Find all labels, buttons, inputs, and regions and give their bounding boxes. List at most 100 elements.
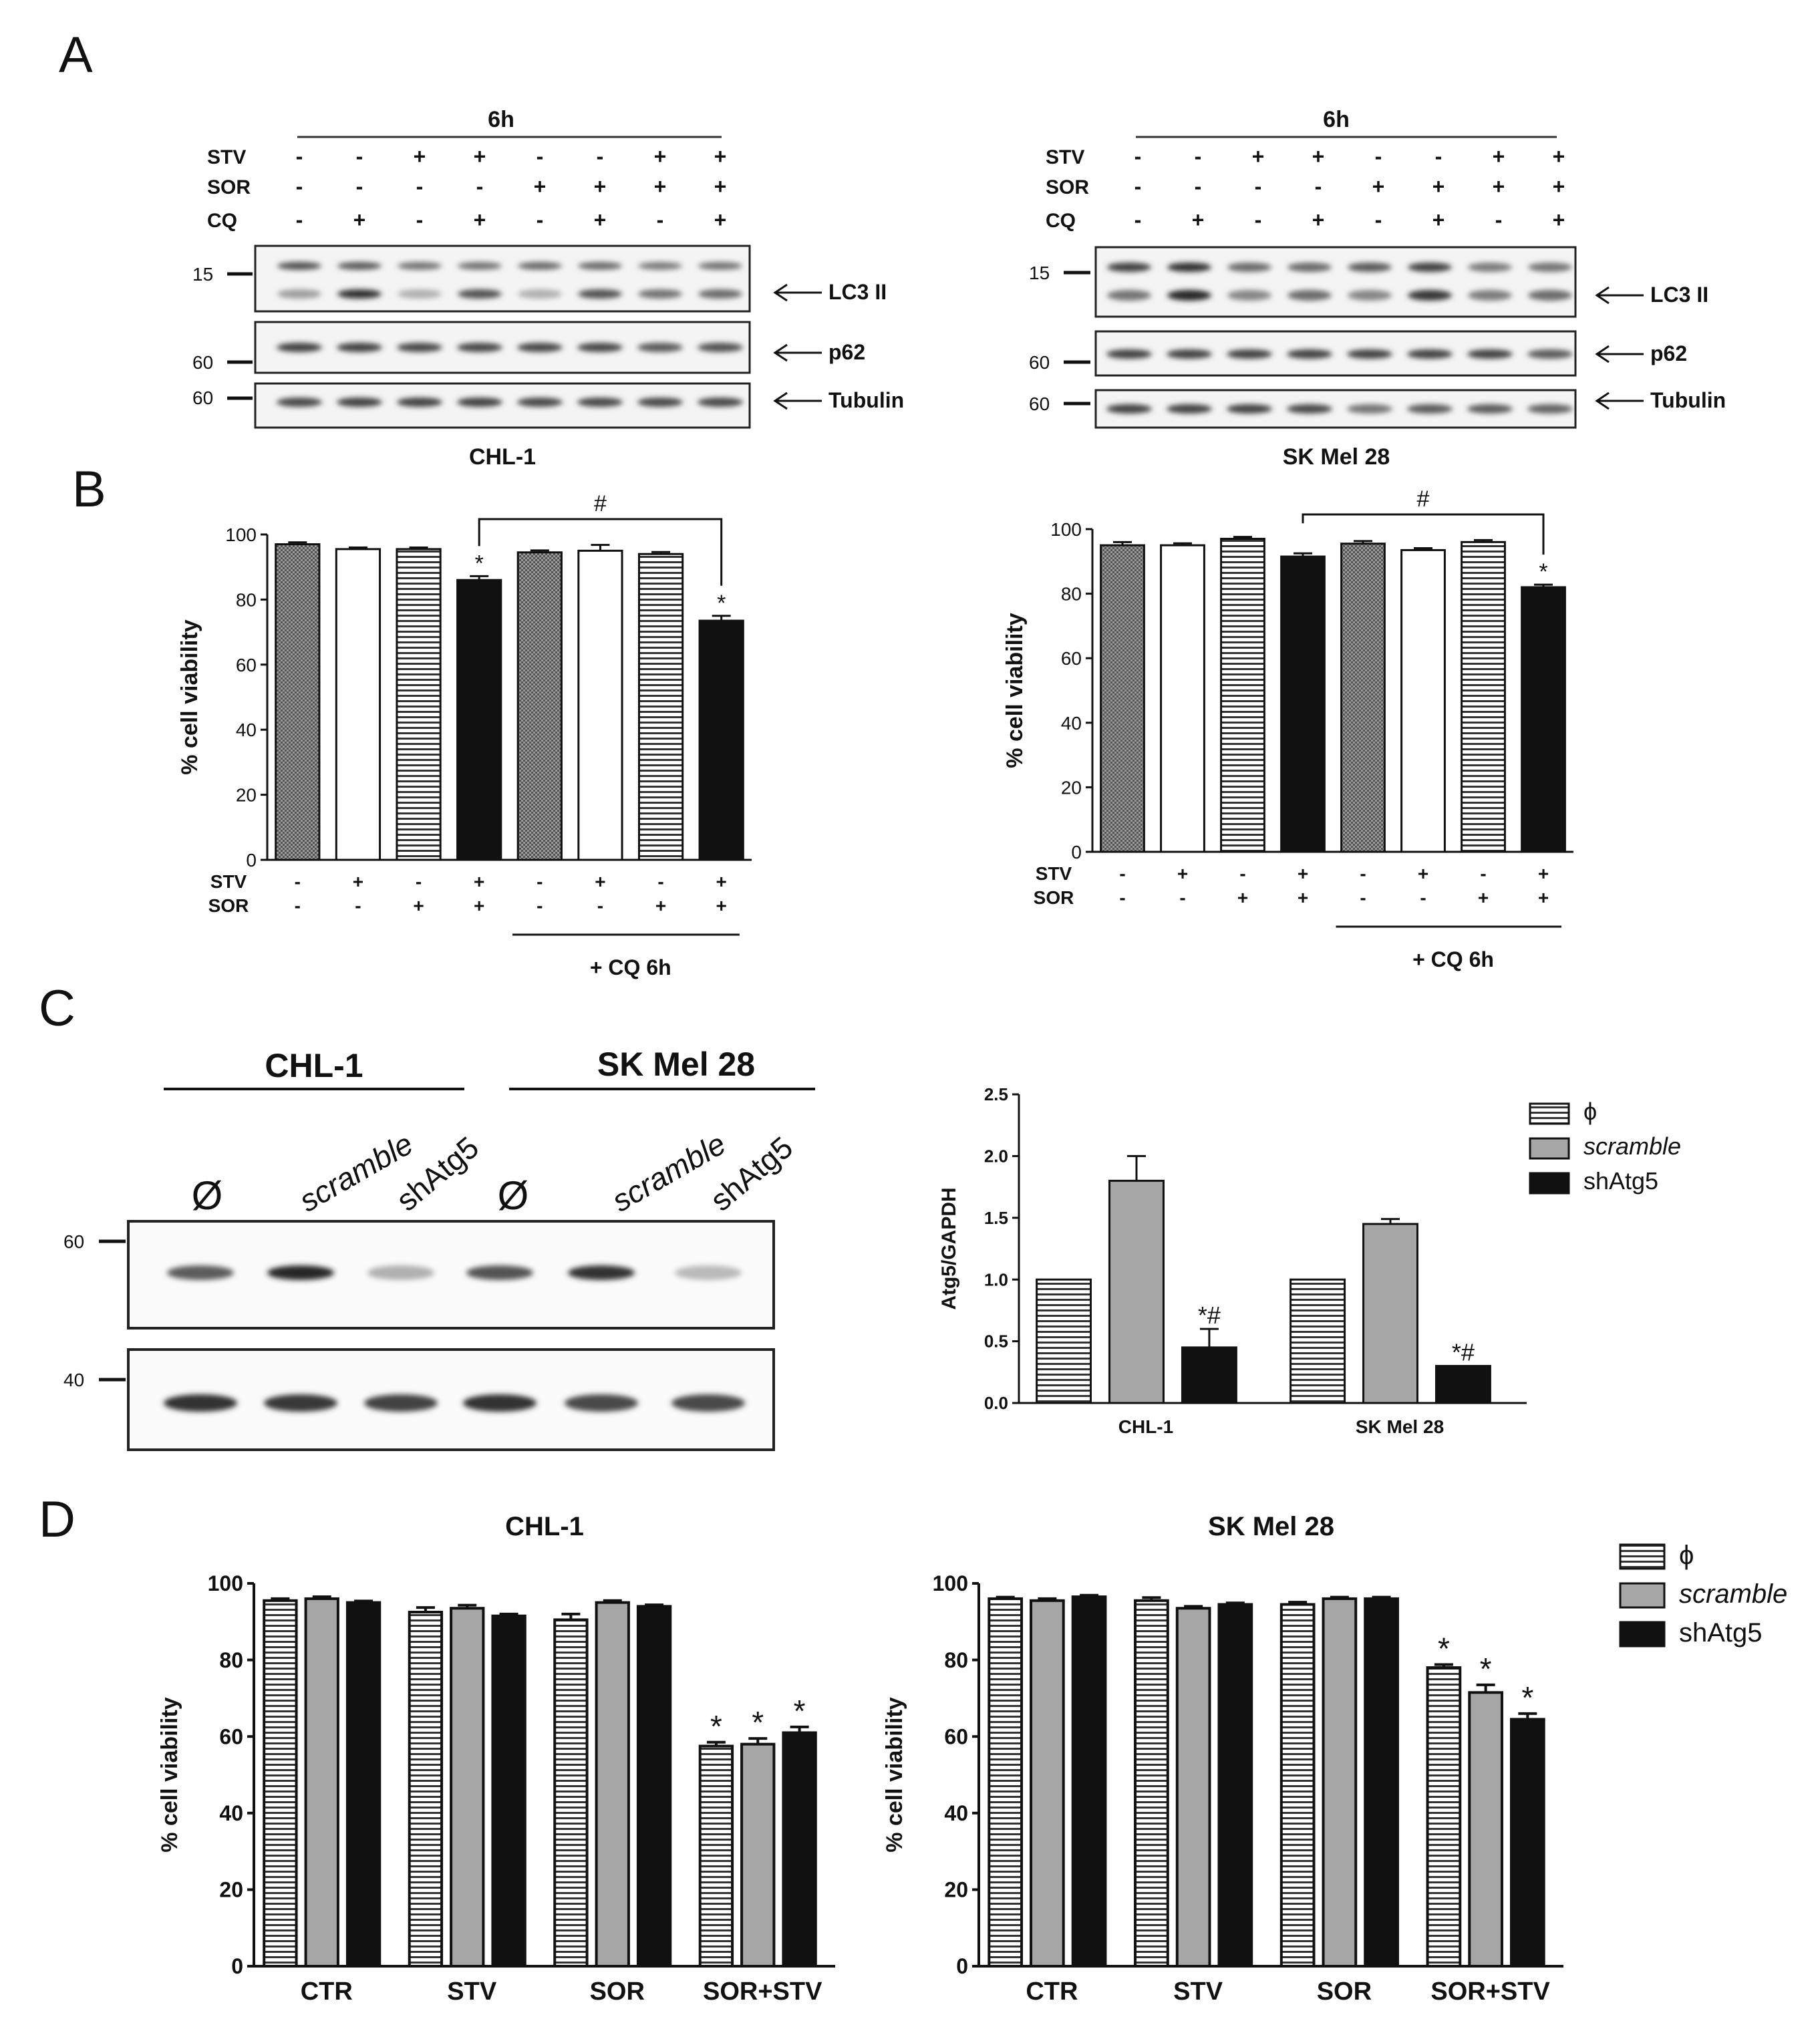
significance-star: * bbox=[794, 1694, 806, 1728]
sign-sor: + bbox=[1553, 174, 1565, 198]
band bbox=[1287, 349, 1332, 359]
y-tick-label: 0 bbox=[956, 1954, 968, 1978]
significance-star: * bbox=[475, 551, 484, 576]
x-tick-label: STV bbox=[1173, 1978, 1223, 2006]
blot-gapdh-membrane bbox=[127, 1348, 775, 1451]
band bbox=[518, 289, 562, 299]
band bbox=[1106, 404, 1152, 414]
bar bbox=[1108, 1179, 1165, 1404]
y-tick-label: 80 bbox=[944, 1648, 968, 1672]
bar bbox=[1521, 586, 1566, 853]
arrow-icon bbox=[1595, 392, 1644, 410]
blot-time-label: 6h bbox=[488, 107, 514, 132]
sign: - bbox=[295, 871, 301, 892]
sign-sor: + bbox=[654, 174, 667, 198]
row-label-cq: CQ bbox=[1046, 210, 1076, 232]
chart-c-atg5: 0.0 0.5 1.0 1.5 2.0 2.5 Atg5/GAPDH *# CHL-1 *# SK … bbox=[938, 1084, 1527, 1437]
significance-bracket bbox=[478, 518, 723, 586]
y-tick-label: 0 bbox=[1071, 842, 1082, 863]
sign-cq: + bbox=[1553, 208, 1565, 232]
sign: - bbox=[1360, 863, 1366, 884]
band bbox=[264, 1394, 337, 1412]
mw-marker-40: 40 bbox=[63, 1370, 84, 1390]
band bbox=[1227, 349, 1272, 359]
blot-atg5-membrane bbox=[127, 1220, 775, 1330]
arrow-icon bbox=[773, 283, 822, 302]
band bbox=[565, 1394, 638, 1412]
row-label-stv: STV bbox=[1036, 863, 1072, 884]
tubulin-bands bbox=[1106, 404, 1573, 414]
chart-title: SK Mel 28 bbox=[1208, 1512, 1334, 1541]
legend-label: ϕ bbox=[1583, 1098, 1597, 1125]
mw-marker-15: 15 bbox=[1029, 263, 1050, 283]
sign-cq: - bbox=[1255, 208, 1262, 232]
sign-sor: - bbox=[1255, 174, 1262, 198]
lc3-bands bbox=[277, 262, 742, 299]
row-label-sor: SOR bbox=[207, 176, 251, 198]
x-tick-label: CTR bbox=[301, 1978, 353, 2006]
band bbox=[1527, 349, 1573, 359]
bar bbox=[1400, 549, 1446, 853]
band bbox=[637, 343, 683, 352]
bar bbox=[1280, 555, 1326, 853]
sign: + bbox=[655, 895, 666, 916]
band bbox=[1287, 263, 1332, 272]
band bbox=[367, 1265, 434, 1280]
x-tick-label: CTR bbox=[1026, 1978, 1078, 2006]
significance-star: * bbox=[752, 1705, 764, 1740]
x-tick-label: SOR+STV bbox=[1430, 1978, 1550, 2006]
y-tick-label: 40 bbox=[236, 720, 257, 740]
band bbox=[698, 289, 742, 299]
bar bbox=[1036, 1278, 1092, 1404]
sign-cq: + bbox=[353, 208, 366, 232]
row-label-sor: SOR bbox=[1034, 887, 1074, 908]
band bbox=[568, 1265, 635, 1280]
sign-sor: + bbox=[714, 174, 727, 198]
bar bbox=[577, 549, 623, 861]
mw-marker-15: 15 bbox=[192, 264, 213, 285]
row-label-cq: CQ bbox=[207, 210, 237, 232]
bar bbox=[335, 548, 382, 861]
sign: + bbox=[1298, 863, 1308, 884]
band bbox=[1407, 404, 1453, 414]
y-tick-label: 100 bbox=[933, 1571, 968, 1595]
band bbox=[398, 289, 442, 299]
sign-stv: + bbox=[474, 144, 486, 168]
band bbox=[1347, 349, 1392, 359]
band bbox=[167, 1265, 234, 1280]
sign: - bbox=[537, 895, 543, 916]
bar bbox=[1468, 1691, 1503, 1968]
legend-c: ϕ scramble shAtg5 bbox=[1529, 1098, 1681, 1195]
p62-bands bbox=[1106, 349, 1573, 359]
sign: - bbox=[295, 895, 301, 916]
band bbox=[337, 343, 382, 352]
sign: - bbox=[537, 871, 543, 892]
legend-swatch bbox=[1619, 1543, 1666, 1570]
sign-cq: - bbox=[416, 208, 424, 232]
bar bbox=[1434, 1365, 1491, 1404]
bar bbox=[740, 1742, 776, 1968]
y-tick-label: 60 bbox=[236, 655, 257, 675]
arrow-icon bbox=[1595, 345, 1644, 363]
gapdh-bands bbox=[164, 1394, 745, 1412]
sign: + bbox=[716, 895, 727, 916]
sign-stv: + bbox=[414, 144, 426, 168]
sign-sor: - bbox=[356, 174, 363, 198]
band bbox=[277, 343, 322, 352]
y-tick-label: 100 bbox=[208, 1571, 243, 1595]
band-label-tubulin: Tubulin bbox=[1650, 388, 1726, 412]
legend-label: ϕ bbox=[1679, 1541, 1694, 1570]
y-tick-label: 100 bbox=[1050, 519, 1082, 540]
sign: - bbox=[1179, 887, 1185, 908]
band bbox=[518, 262, 562, 270]
legend-label: scramble bbox=[1679, 1579, 1787, 1609]
bar bbox=[275, 543, 321, 861]
chart-title: CHL-1 bbox=[505, 1512, 584, 1541]
y-tick-label: 0.5 bbox=[984, 1332, 1008, 1352]
y-tick-label: 60 bbox=[944, 1724, 968, 1748]
legend-swatch bbox=[1529, 1102, 1570, 1125]
band bbox=[1107, 263, 1151, 272]
sign: - bbox=[1420, 887, 1426, 908]
sign: + bbox=[1538, 887, 1549, 908]
bar bbox=[1322, 1597, 1358, 1968]
